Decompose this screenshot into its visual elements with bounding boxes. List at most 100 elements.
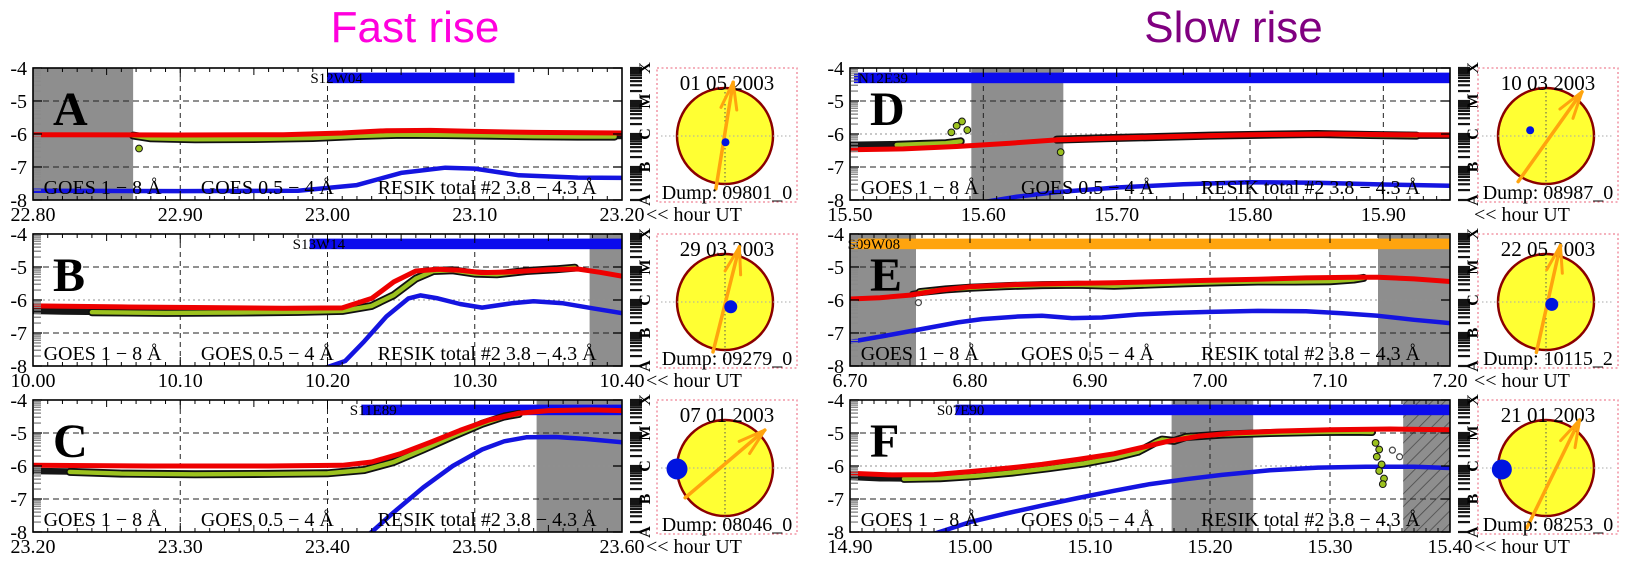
x-tick-label: 10.00 <box>11 370 56 392</box>
goes-class-letter: C <box>1465 460 1482 472</box>
north-arrow-head <box>1558 90 1584 111</box>
legend-resik: RESIK total #2 3.8 − 4.3 Å <box>378 509 598 531</box>
goes-class-letter: A <box>1465 360 1482 372</box>
panel-B-disk: 29 03 2003 Dump: 09279_0 <box>656 233 798 370</box>
y-tick-label: -7 <box>827 323 844 345</box>
north-arrow-head <box>1571 90 1584 120</box>
x-tick-label: 23.60 <box>600 536 645 558</box>
x-tick-label: 14.90 <box>828 536 873 558</box>
goes-class-letter: B <box>1465 161 1482 172</box>
goes-1-8-curve <box>850 426 1450 478</box>
disk-date: 01 05 2003 <box>680 71 775 95</box>
y-tick-label: -7 <box>10 323 27 345</box>
y-tick-label: -8 <box>827 356 844 378</box>
y-tick-label: -5 <box>827 423 844 445</box>
x-tick-label: 23.30 <box>158 536 203 558</box>
goes-1-8-curve <box>33 127 622 138</box>
x-tick-label: 23.40 <box>305 536 350 558</box>
north-arrow-head <box>1558 243 1564 275</box>
legend-goes-05-4: GOES 0.5 − 4 Å <box>201 509 335 531</box>
hour-ut-suffix: << hour UT <box>646 370 742 392</box>
fast-rise-title: Fast rise <box>330 3 500 52</box>
y-tick-label: -8 <box>10 190 27 212</box>
north-arrow <box>1516 90 1584 184</box>
disk-dump-id: Dump: 08046_0 <box>662 514 793 536</box>
disk-date: 22 05 2003 <box>1501 237 1596 261</box>
x-tick-label: 15.50 <box>828 204 873 226</box>
x-tick-label: 23.20 <box>600 204 645 226</box>
legend-goes-1-8: GOES 1 − 8 Å <box>44 177 163 199</box>
goes-class-letter: A <box>1465 526 1482 538</box>
y-tick-label: -5 <box>10 257 27 279</box>
slow-rise-title: Slow rise <box>1144 3 1323 52</box>
panel-B: S13W14 -4 -5 -6 -7 -810.00 10.10 10.20 10.30 10.4… <box>10 224 742 392</box>
x-tick-label: 6.70 <box>833 370 868 392</box>
panel-D: N12E39 -4 -5 -6 -7 -815.50 15.60 15.70 15.80 15.9… <box>827 58 1570 226</box>
legend-goes-1-8: GOES 1 − 8 Å <box>861 509 980 531</box>
y-tick-label: -4 <box>10 58 27 80</box>
panel-letter: A <box>53 83 88 136</box>
flare-location-label: S11E89 <box>350 403 397 419</box>
disk-box-border <box>656 233 798 369</box>
disk-date: 07 01 2003 <box>680 403 775 427</box>
panel-C-disk: 07 01 2003 Dump: 08046_0 <box>656 399 798 536</box>
goes-05-4-curve <box>932 464 1450 532</box>
flare-interval-bar <box>361 404 622 416</box>
y-tick-label: -5 <box>10 91 27 113</box>
resik-point <box>963 126 972 134</box>
y-tick-label: -4 <box>10 390 27 412</box>
north-arrow <box>714 80 735 191</box>
flare-location-label: S07E90 <box>937 403 985 419</box>
legend-goes-05-4: GOES 0.5 − 4 Å <box>201 343 335 365</box>
disk-date: 21 01 2003 <box>1501 403 1596 427</box>
hour-ut-suffix: << hour UT <box>1474 536 1570 558</box>
flare-position-dot <box>1545 297 1559 311</box>
resik-open-point <box>914 299 923 307</box>
legend-goes-05-4: GOES 0.5 − 4 Å <box>1021 343 1155 365</box>
goes-class-letter: A <box>1465 194 1482 206</box>
legend-goes-05-4: GOES 0.5 − 4 Å <box>201 177 335 199</box>
goes-class-letter: M <box>1465 93 1482 108</box>
goes-class-letter: A <box>637 526 654 538</box>
goes-class-letter: M <box>637 425 654 440</box>
goes-class-letter: C <box>637 128 654 140</box>
panel-A-disk: 01 05 2003 Dump: 09801_0 <box>656 67 798 204</box>
y-tick-label: -8 <box>10 522 27 544</box>
goes-class-letter: C <box>637 294 654 306</box>
x-tick-label: 10.30 <box>452 370 497 392</box>
panel-letter: C <box>53 415 88 468</box>
resik-black-curve <box>850 473 914 482</box>
y-tick-label: -6 <box>827 290 844 312</box>
north-arrow-head <box>1559 418 1582 443</box>
y-tick-label: -5 <box>827 91 844 113</box>
y-tick-label: -4 <box>827 58 844 80</box>
y-tick-label: -8 <box>827 522 844 544</box>
legend-resik: RESIK total #2 3.8 − 4.3 Å <box>1201 177 1421 199</box>
goes-05-4-curve <box>33 165 622 194</box>
legend-resik: RESIK total #2 3.8 − 4.3 Å <box>378 343 598 365</box>
flare-interval-bar <box>955 404 1450 416</box>
resik-point <box>1378 480 1387 489</box>
x-tick-label: 15.30 <box>1308 536 1353 558</box>
resik-point <box>1372 452 1381 461</box>
north-arrow-head <box>737 428 767 443</box>
north-arrow-head <box>719 80 735 109</box>
legend-goes-05-4: GOES 0.5 − 4 Å <box>1021 509 1155 531</box>
y-tick-label: -6 <box>827 124 844 146</box>
legend-goes-1-8: GOES 1 − 8 Å <box>44 343 163 365</box>
legend-goes-1-8: GOES 1 − 8 Å <box>44 509 163 531</box>
flare-location-label: S13W14 <box>293 237 346 253</box>
x-tick-label: 7.00 <box>1193 370 1228 392</box>
flare-location-label: N12E39 <box>858 71 908 87</box>
legend-goes-1-8: GOES 1 − 8 Å <box>861 343 980 365</box>
resik-open-point <box>1395 453 1404 461</box>
goes-class-letter: M <box>1465 259 1482 274</box>
panel-letter: E <box>870 249 902 302</box>
resik-point <box>1375 445 1384 454</box>
goes-05-4-curve <box>368 434 622 532</box>
disk-date: 29 03 2003 <box>680 237 775 261</box>
x-tick-label: 7.10 <box>1313 370 1348 392</box>
goes-class-letter: M <box>637 259 654 274</box>
resik-point <box>1375 467 1384 475</box>
